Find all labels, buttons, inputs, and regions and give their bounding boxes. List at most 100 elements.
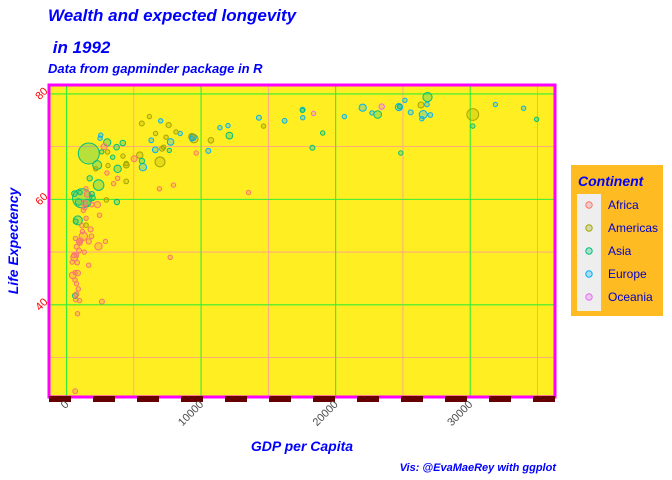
data-point-europe [281, 117, 288, 124]
data-point-americas [163, 134, 169, 140]
data-point-asia [533, 116, 540, 123]
data-point-europe [148, 137, 155, 144]
data-point-americas [104, 149, 111, 155]
x-tick-label: 10000 [176, 399, 206, 429]
data-point-africa [73, 281, 80, 287]
legend: Continent Africa Americas Asia Europe Oceania [571, 165, 663, 316]
data-point-europe [158, 118, 164, 124]
data-point-africa [96, 212, 103, 218]
data-point-europe [151, 146, 159, 154]
data-point-europe [492, 101, 499, 108]
data-point-asia [92, 160, 103, 171]
panel-border [47, 83, 557, 399]
data-point-africa [87, 226, 94, 233]
data-point-americas [103, 197, 110, 203]
data-point-asia [113, 164, 122, 174]
chart-subtitle: Data from gapminder package in R [48, 61, 263, 76]
data-point-africa [81, 249, 88, 255]
data-point-europe [427, 112, 434, 118]
data-point-asia [99, 149, 105, 155]
data-point-americas [83, 222, 89, 228]
data-point-europe [138, 163, 148, 172]
data-point-africa [170, 182, 177, 188]
data-point-africa [167, 254, 173, 260]
data-point-americas [207, 137, 215, 144]
data-point-africa [75, 286, 82, 292]
plot-panel [49, 85, 555, 397]
data-point-asia [72, 218, 79, 225]
data-point-europe [205, 147, 212, 154]
data-point-africa [88, 233, 95, 240]
data-point-asia [225, 131, 234, 140]
data-point-africa [114, 175, 121, 182]
data-point-africa [88, 201, 95, 208]
data-point-africa [83, 186, 89, 192]
data-point-europe [97, 135, 103, 141]
data-point-africa [86, 262, 92, 268]
x-tick-label: 20000 [311, 399, 341, 429]
legend-key-oceania [585, 293, 593, 301]
data-point-europe [255, 114, 262, 121]
data-point-africa [76, 297, 83, 304]
data-point-africa [193, 150, 199, 156]
data-point-europe [225, 122, 231, 129]
legend-key-asia [585, 247, 593, 255]
chart-caption: Vis: @EvaMaeRey with ggplot [400, 462, 558, 474]
data-point-asia [110, 154, 116, 160]
data-point-africa [73, 291, 80, 298]
data-point-europe [217, 125, 223, 131]
data-point-americas [417, 101, 425, 109]
data-point-asia [138, 157, 146, 165]
data-point-africa [98, 298, 105, 305]
data-point-africa [73, 243, 80, 250]
data-point-asia [422, 92, 433, 103]
data-point-europe [520, 105, 527, 111]
data-point-africa [72, 235, 79, 242]
data-point-africa [110, 180, 117, 187]
data-point-asia [71, 190, 78, 197]
data-point-europe [358, 103, 367, 112]
data-point-asia [166, 147, 173, 154]
data-point-africa [72, 388, 79, 395]
data-point-americas [93, 166, 99, 172]
data-point-americas [173, 129, 179, 135]
data-point-americas [120, 153, 126, 159]
legend-label-asia: Asia [608, 244, 632, 258]
data-point-africa [245, 189, 252, 196]
data-point-africa [93, 201, 102, 209]
data-point-asia [113, 143, 120, 151]
data-point-americas [154, 156, 166, 168]
x-axis-title: GDP per Capita [251, 438, 353, 454]
data-point-africa [77, 240, 83, 246]
data-point-africa [94, 242, 103, 251]
legend-title: Continent [578, 173, 645, 189]
legend-key-americas [585, 224, 593, 232]
data-point-asia [88, 191, 95, 198]
data-point-africa [83, 190, 91, 198]
data-point-africa [80, 207, 87, 214]
data-point-africa [69, 259, 75, 265]
data-point-oceania [310, 110, 317, 117]
data-point-africa [85, 238, 92, 245]
data-point-africa [104, 170, 110, 176]
data-point-americas [146, 113, 153, 120]
data-point-americas [123, 160, 130, 167]
data-point-europe [407, 109, 414, 116]
grid-lines [49, 85, 555, 397]
data-points [68, 92, 540, 395]
data-point-asia [77, 189, 83, 196]
data-point-oceania [378, 103, 385, 110]
data-point-americas [466, 108, 480, 121]
legend-label-americas: Americas [608, 221, 658, 235]
data-point-africa [130, 155, 138, 163]
data-point-asia [77, 142, 100, 165]
data-point-africa [83, 215, 89, 222]
data-point-americas [136, 151, 144, 159]
data-point-americas [122, 161, 130, 169]
data-point-africa [74, 259, 80, 266]
data-point-africa [73, 252, 80, 258]
legend-label-africa: Africa [608, 198, 639, 212]
data-point-europe [369, 110, 375, 116]
data-point-asia [86, 175, 93, 182]
chart-title-line-2: in 1992 [48, 38, 111, 57]
